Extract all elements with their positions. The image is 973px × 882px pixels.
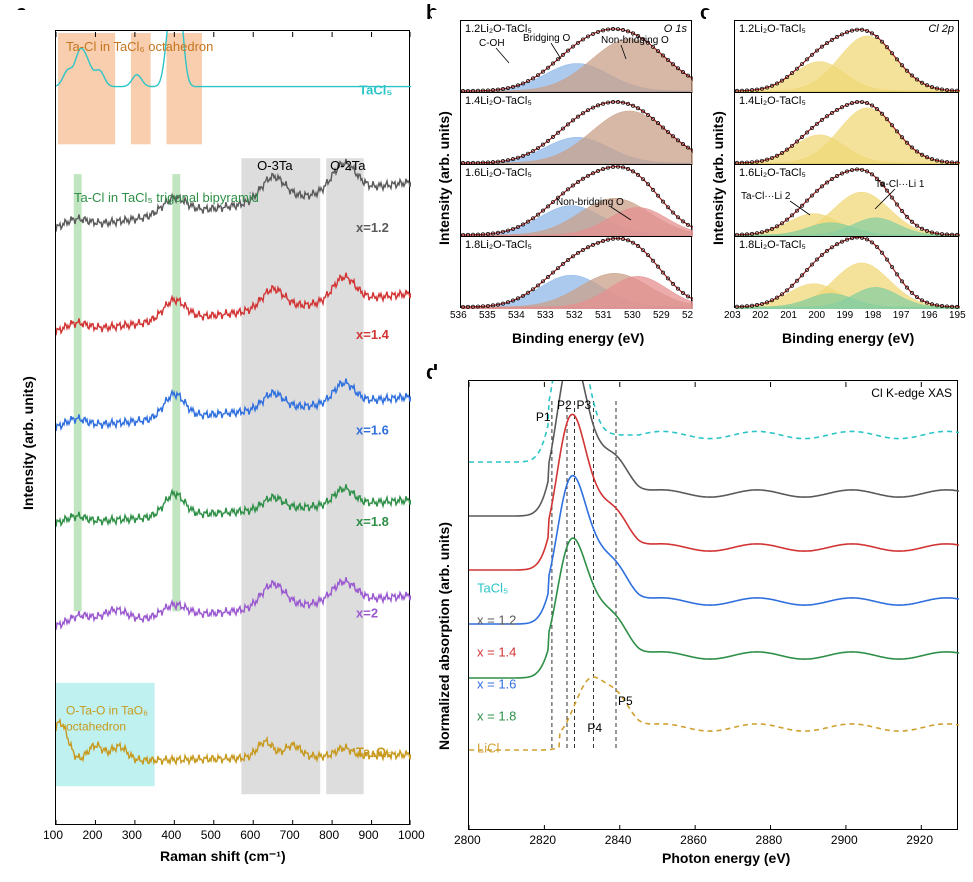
tick: 100 (43, 828, 63, 842)
panel-b-subpanels: C-OHBridging ONon-bridging O1.2Li₂O-TaCl… (460, 20, 692, 308)
tick: 500 (201, 828, 221, 842)
tick: 2860 (680, 833, 707, 847)
tick: 700 (280, 828, 300, 842)
subpanel-label: 1.4Li₂O-TaCl₅ (739, 95, 806, 107)
tick: 800 (319, 828, 339, 842)
svg-text:TaCl₅: TaCl₅ (477, 581, 508, 596)
subpanel-label: 1.2Li₂O-TaCl₅ (739, 23, 806, 35)
svg-text:x = 1.6: x = 1.6 (477, 677, 516, 692)
svg-text:x=1.8: x=1.8 (356, 514, 389, 529)
panel-d-ylabel: Normalized absorption (arb. units) (436, 522, 452, 750)
xps-subpanel: 1.4Li₂O-TaCl₅ (460, 92, 692, 164)
xps-subpanel: 1.4Li₂O-TaCl₅ (734, 92, 959, 164)
panel-a-plot: Ta-Cl in TaCl₆ octahedron TaCl₅ Ta-Cl in T… (55, 30, 410, 825)
tick: 197 (893, 310, 910, 321)
tick: 1000 (398, 828, 425, 842)
tick: 533 (537, 310, 554, 321)
svg-text:Ta-Cl in TaCl₅ trigonal bipyra: Ta-Cl in TaCl₅ trigonal bipyramid (74, 190, 259, 205)
panel-b-xlabel: Binding energy (eV) (512, 330, 644, 346)
tick: 201 (780, 310, 797, 321)
tick: 2900 (831, 833, 858, 847)
svg-text:P2: P2 (557, 398, 572, 412)
tick: 52 (682, 310, 693, 321)
tick: 534 (508, 310, 525, 321)
svg-text:O-Ta-O in TaO₆: O-Ta-O in TaO₆ (66, 704, 148, 718)
xps-subpanel: 1.8Li₂O-TaCl₅ (734, 236, 959, 308)
svg-text:x = 1.8: x = 1.8 (477, 709, 516, 724)
svg-text:O-2Ta: O-2Ta (330, 158, 366, 173)
panel-a: Intensity (arb. units) Ta-Cl in TaCl₆ oc… (10, 10, 420, 870)
xps-title: O 1s (664, 23, 687, 35)
svg-text:Ta-Cl···Li 1: Ta-Cl···Li 1 (875, 179, 925, 190)
svg-text:O-3Ta: O-3Ta (257, 158, 293, 173)
svg-text:LiCl: LiCl (477, 741, 500, 756)
tick: 900 (359, 828, 379, 842)
panel-c-subpanels: 1.2Li₂O-TaCl₅ Cl 2p 1.4Li₂O-TaCl₅ Ta-Cl···L… (734, 20, 959, 308)
svg-text:Ta-Cl in TaCl₆ octahedron: Ta-Cl in TaCl₆ octahedron (66, 39, 213, 54)
svg-text:Non-bridging O: Non-bridging O (556, 197, 624, 208)
tick: 600 (240, 828, 260, 842)
panel-d-plot: P1 P2 P3 P4 P5 TaCl₅ x = 1.2 x = 1.4 x = 1.6 x = … (468, 380, 958, 830)
panel-c: Intensity (arb. units) 1.2Li₂O-TaCl₅ Cl 2… (706, 10, 964, 350)
subpanel-label: 1.6Li₂O-TaCl₅ (739, 167, 806, 179)
tick: 400 (161, 828, 181, 842)
tick: 200 (808, 310, 825, 321)
subpanel-label: 1.2Li₂O-TaCl₅ (465, 23, 532, 35)
tick: 195 (949, 310, 966, 321)
svg-text:x=1.4: x=1.4 (356, 327, 390, 342)
subpanel-label: 1.8Li₂O-TaCl₅ (739, 239, 806, 251)
tick: 2840 (605, 833, 632, 847)
tick: 531 (595, 310, 612, 321)
xps-subpanel: 1.8Li₂O-TaCl₅ (460, 236, 692, 308)
panel-d-xlabel: Photon energy (eV) (662, 850, 790, 866)
xps-title: Cl 2p (928, 23, 954, 35)
svg-text:P1: P1 (536, 410, 551, 424)
tick: 199 (837, 310, 854, 321)
panel-c-ylabel: Intensity (arb. units) (710, 111, 726, 245)
xps-subpanel: Non-bridging O 1.6Li₂O-TaCl₅ (460, 164, 692, 236)
svg-text:Ta-Cl···Li 2: Ta-Cl···Li 2 (741, 191, 791, 202)
tick: 529 (653, 310, 670, 321)
tick: 535 (479, 310, 496, 321)
svg-text:x = 1.2: x = 1.2 (477, 613, 516, 628)
svg-text:x = 1.4: x = 1.4 (477, 645, 516, 660)
tick: 200 (82, 828, 102, 842)
svg-text:TaCl₅: TaCl₅ (359, 83, 392, 98)
svg-text:octahedron: octahedron (66, 720, 126, 734)
svg-text:x=2: x=2 (356, 605, 378, 620)
tick: 196 (921, 310, 938, 321)
xps-subpanel: C-OHBridging ONon-bridging O1.2Li₂O-TaCl… (460, 20, 692, 92)
tick: 198 (865, 310, 882, 321)
subpanel-label: 1.8Li₂O-TaCl₅ (465, 239, 532, 251)
svg-text:Non-bridging O: Non-bridging O (601, 35, 669, 46)
subpanel-label: 1.6Li₂O-TaCl₅ (465, 167, 532, 179)
tick: 202 (752, 310, 769, 321)
tick: 2820 (529, 833, 556, 847)
panel-b-ylabel: Intensity (arb. units) (436, 111, 452, 245)
panel-a-xlabel: Raman shift (cm⁻¹) (160, 848, 286, 865)
tick: 530 (624, 310, 641, 321)
panel-d-title: Cl K-edge XAS (871, 386, 952, 400)
tick: 532 (566, 310, 583, 321)
svg-text:Ta₂O₅: Ta₂O₅ (356, 745, 392, 760)
svg-text:P3: P3 (577, 398, 592, 412)
svg-text:P5: P5 (618, 694, 633, 708)
xps-subpanel: 1.2Li₂O-TaCl₅ Cl 2p (734, 20, 959, 92)
panel-b: Intensity (arb. units) C-OHBridging ONon… (432, 10, 697, 350)
panel-c-xlabel: Binding energy (eV) (782, 330, 914, 346)
tick: 2880 (756, 833, 783, 847)
svg-text:P4: P4 (587, 721, 602, 735)
tick: 536 (450, 310, 467, 321)
subpanel-label: 1.4Li₂O-TaCl₅ (465, 95, 532, 107)
tick: 2800 (454, 833, 481, 847)
svg-text:x=1.2: x=1.2 (356, 220, 389, 235)
xps-subpanel: Ta-Cl···Li 2 Ta-Cl···Li 1 1.6Li₂O-TaCl₅ (734, 164, 959, 236)
tick: 203 (724, 310, 741, 321)
tick: 300 (122, 828, 142, 842)
svg-text:x=1.6: x=1.6 (356, 423, 389, 438)
tick: 2920 (906, 833, 933, 847)
svg-text:C-OH: C-OH (479, 38, 505, 49)
panel-d: Normalized absorption (arb. units) P1P2P… (432, 370, 964, 870)
panel-a-ylabel: Intensity (arb. units) (20, 376, 36, 510)
